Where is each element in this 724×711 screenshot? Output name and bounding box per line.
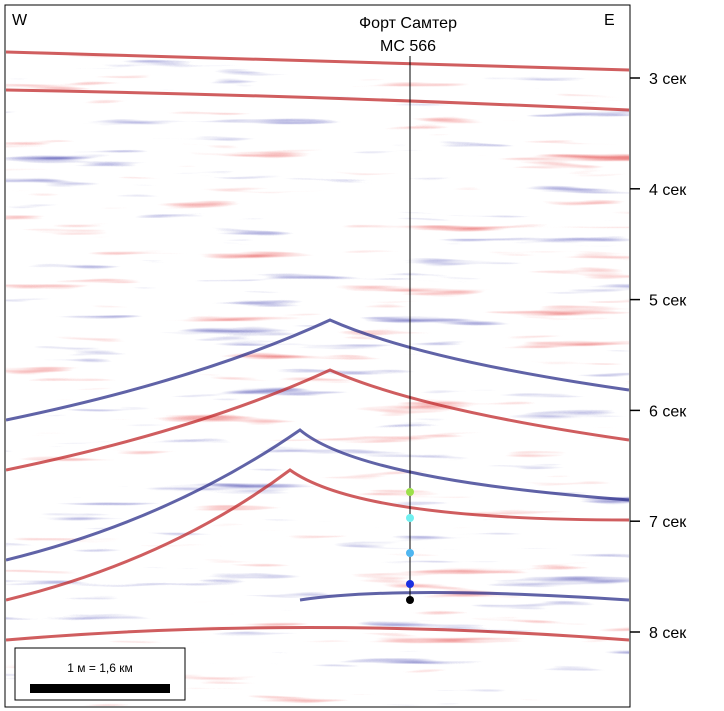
seismic-section [6,50,629,706]
time-label: 4 сек [649,182,687,199]
time-axis: 3 сек 4 сек 5 сек 6 сек 7 сек 8 сек [630,71,687,642]
reflector [6,468,629,602]
time-label: 6 сек [649,403,687,420]
time-label: 3 сек [649,71,687,88]
reflector [6,368,629,472]
well-name: Форт Самтер [359,15,457,32]
reflector [6,626,629,642]
well-marker [406,549,414,557]
well-marker [406,488,414,496]
time-label: 7 сек [649,514,687,531]
reflector [299,591,629,602]
reflector [6,318,629,422]
well-marker [406,514,414,522]
east-label: E [604,12,615,29]
reflectors [6,50,629,642]
scale-label: 1 м = 1,6 км [67,661,132,675]
time-label: 5 сек [649,293,687,310]
reflector [6,88,629,112]
west-label: W [12,12,28,29]
time-label: 8 сек [649,625,687,642]
reflector [6,428,629,562]
well-id: MC 566 [380,38,436,55]
reflector [6,50,629,72]
scale-bar [30,684,170,693]
well-marker [406,580,414,588]
well-marker [406,596,414,604]
